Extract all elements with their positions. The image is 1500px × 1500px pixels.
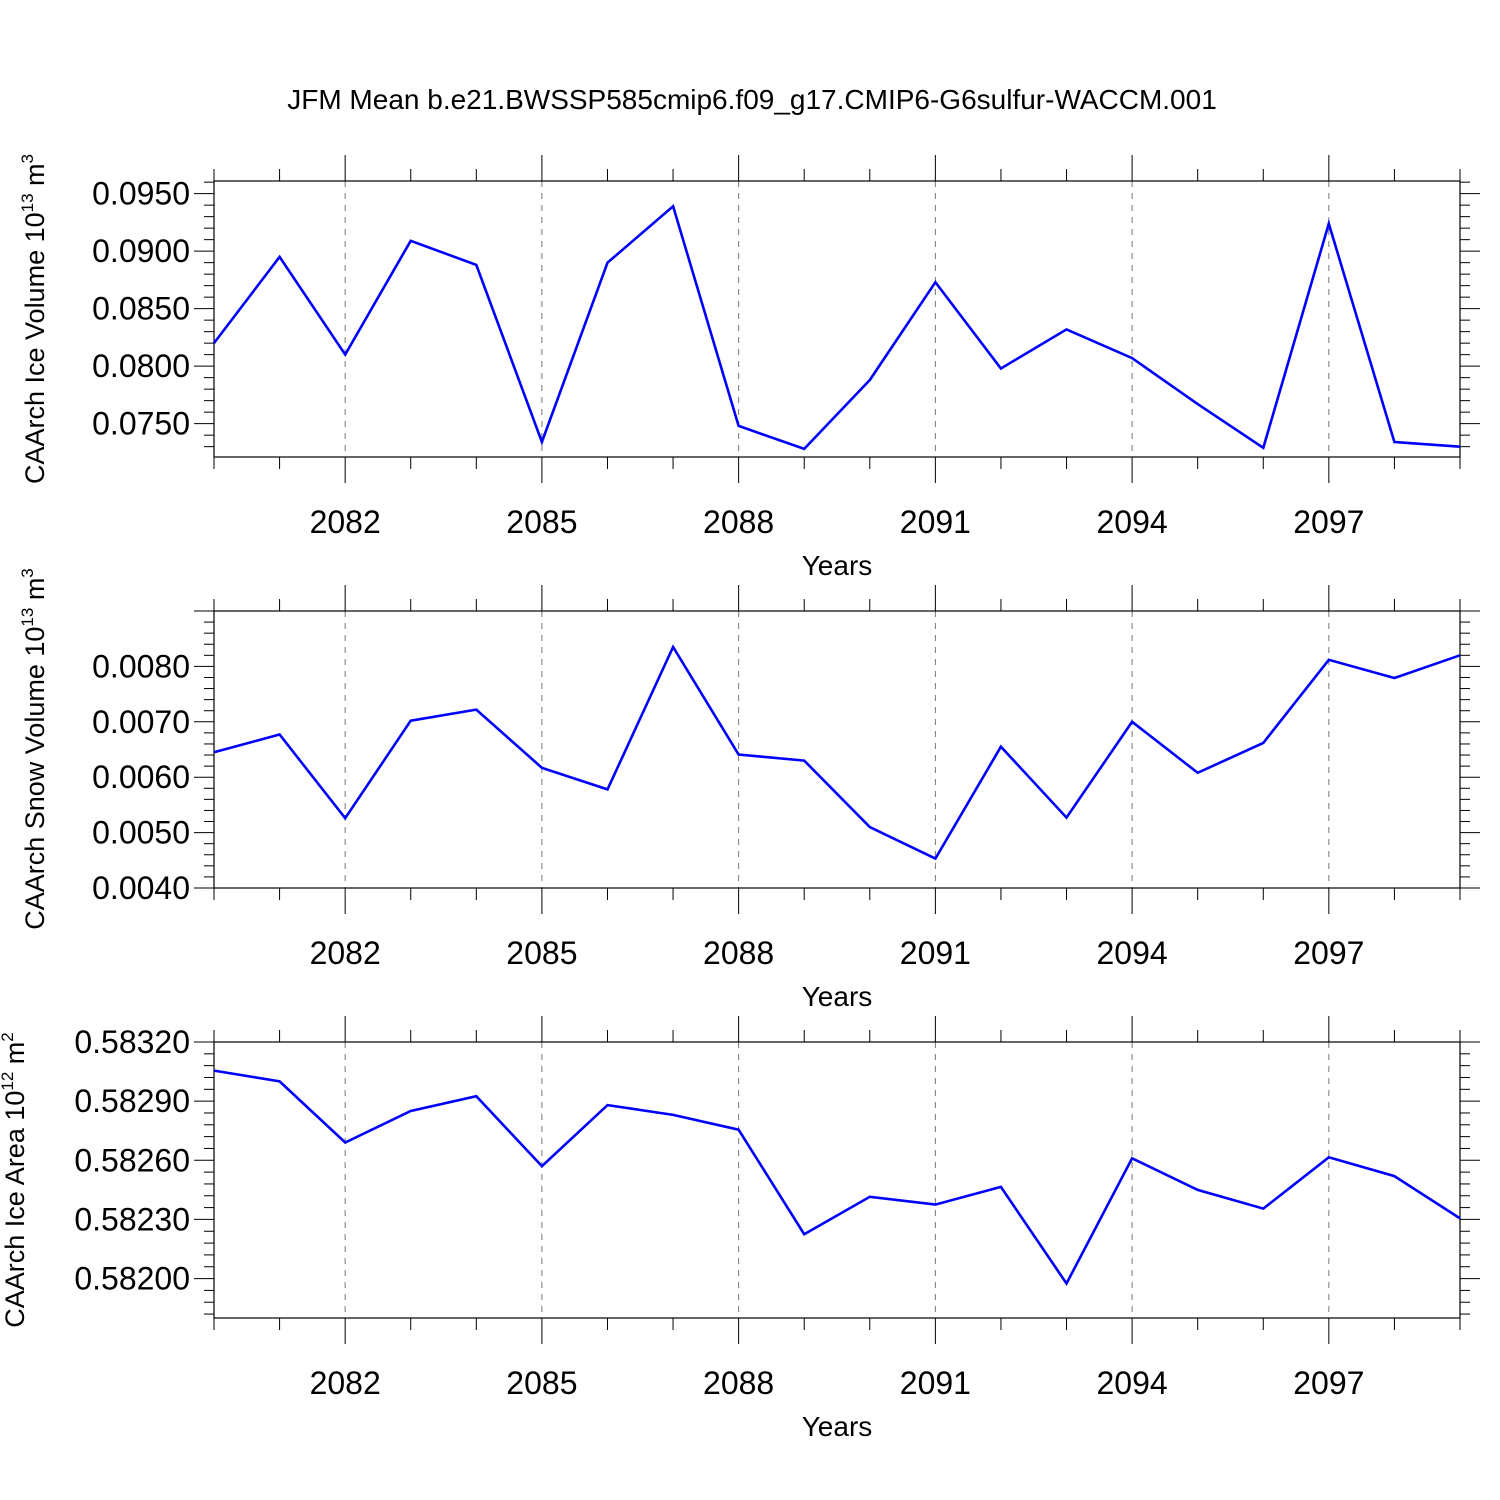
y-tick-label: 0.0070 (92, 704, 190, 740)
chart-title: JFM Mean b.e21.BWSSP585cmip6.f09_g17.CMI… (287, 84, 1217, 115)
y-axis-label-text: CAArch Ice Volume 10 (20, 212, 50, 484)
x-tick-label: 2094 (1097, 1365, 1168, 1401)
y-axis-label-text: CAArch Snow Volume 10 (20, 627, 50, 930)
y-tick-label: 0.0060 (92, 759, 190, 795)
x-tick-label: 2088 (703, 935, 774, 971)
y-tick-label: 0.58200 (74, 1261, 190, 1297)
y-axis-label-unit: m (20, 163, 50, 193)
x-tick-label: 2082 (310, 1365, 381, 1401)
y-tick-label: 0.0040 (92, 870, 190, 906)
y-axis-label-unit-exponent: 2 (0, 1032, 17, 1041)
x-axis-label: Years (802, 981, 873, 1012)
x-tick-label: 2091 (900, 504, 971, 540)
y-tick-label: 0.0950 (92, 176, 190, 212)
x-tick-label: 2094 (1097, 935, 1168, 971)
x-tick-label: 2094 (1097, 504, 1168, 540)
x-tick-label: 2091 (900, 935, 971, 971)
x-tick-label: 2082 (310, 935, 381, 971)
x-axis-label: Years (802, 550, 873, 581)
series-line (213, 644, 1461, 861)
y-tick-label: 0.58290 (74, 1083, 190, 1119)
panel-1: 0.0750 0.0800 0.0850 0.0900 0.0950 2082 2085 20… (18, 154, 1480, 581)
y-axis-label-unit: m (0, 1042, 30, 1072)
x-tick-label: 2082 (310, 504, 381, 540)
plot-frame (213, 180, 1461, 458)
plot-frame (213, 610, 1461, 889)
x-tick-label: 2085 (506, 504, 577, 540)
x-tick-label: 2097 (1293, 1365, 1364, 1401)
y-tick-label: 0.0850 (92, 291, 190, 327)
y-axis-label-exponent: 13 (18, 608, 37, 627)
y-axis-label: CAArch Ice Volume 1013 m3 (18, 154, 50, 484)
y-axis-label-unit-exponent: 3 (18, 154, 37, 163)
x-tick-label: 2088 (703, 1365, 774, 1401)
y-tick-label: 0.58320 (74, 1024, 190, 1060)
y-tick-label: 0.0800 (92, 348, 190, 384)
y-axis-label-unit: m (20, 578, 50, 608)
series-line (212, 204, 1461, 451)
y-axis-label: CAArch Ice Area 1012 m2 (0, 1032, 30, 1328)
panel-2: 0.0040 0.0050 0.0060 0.0070 0.0080 2082 2085 20… (18, 568, 1480, 1012)
y-tick-label: 0.0750 (92, 406, 190, 442)
y-tick-label: 0.0900 (92, 233, 190, 269)
y-axis-label-unit-exponent: 3 (18, 568, 37, 577)
y-tick-label: 0.0050 (92, 815, 190, 851)
y-axis-label: CAArch Snow Volume 1013 m3 (18, 568, 50, 930)
x-tick-label: 2085 (506, 1365, 577, 1401)
x-axis-label: Years (802, 1411, 873, 1442)
x-tick-label: 2097 (1293, 935, 1364, 971)
y-axis-label-text: CAArch Ice Area 10 (0, 1091, 30, 1328)
y-axis-label-exponent: 12 (0, 1072, 17, 1091)
panel-3: 0.58200 0.58230 0.58260 0.58290 0.58320 2082 2… (0, 1016, 1480, 1442)
y-tick-label: 0.58260 (74, 1142, 190, 1178)
series-line (213, 1069, 1461, 1287)
y-tick-label: 0.58230 (74, 1201, 190, 1237)
x-tick-label: 2085 (506, 935, 577, 971)
y-tick-label: 0.0080 (92, 648, 190, 684)
plot-frame (213, 1041, 1461, 1319)
y-axis-label-exponent: 13 (18, 193, 37, 212)
x-tick-label: 2097 (1293, 504, 1364, 540)
x-tick-label: 2088 (703, 504, 774, 540)
x-tick-label: 2091 (900, 1365, 971, 1401)
